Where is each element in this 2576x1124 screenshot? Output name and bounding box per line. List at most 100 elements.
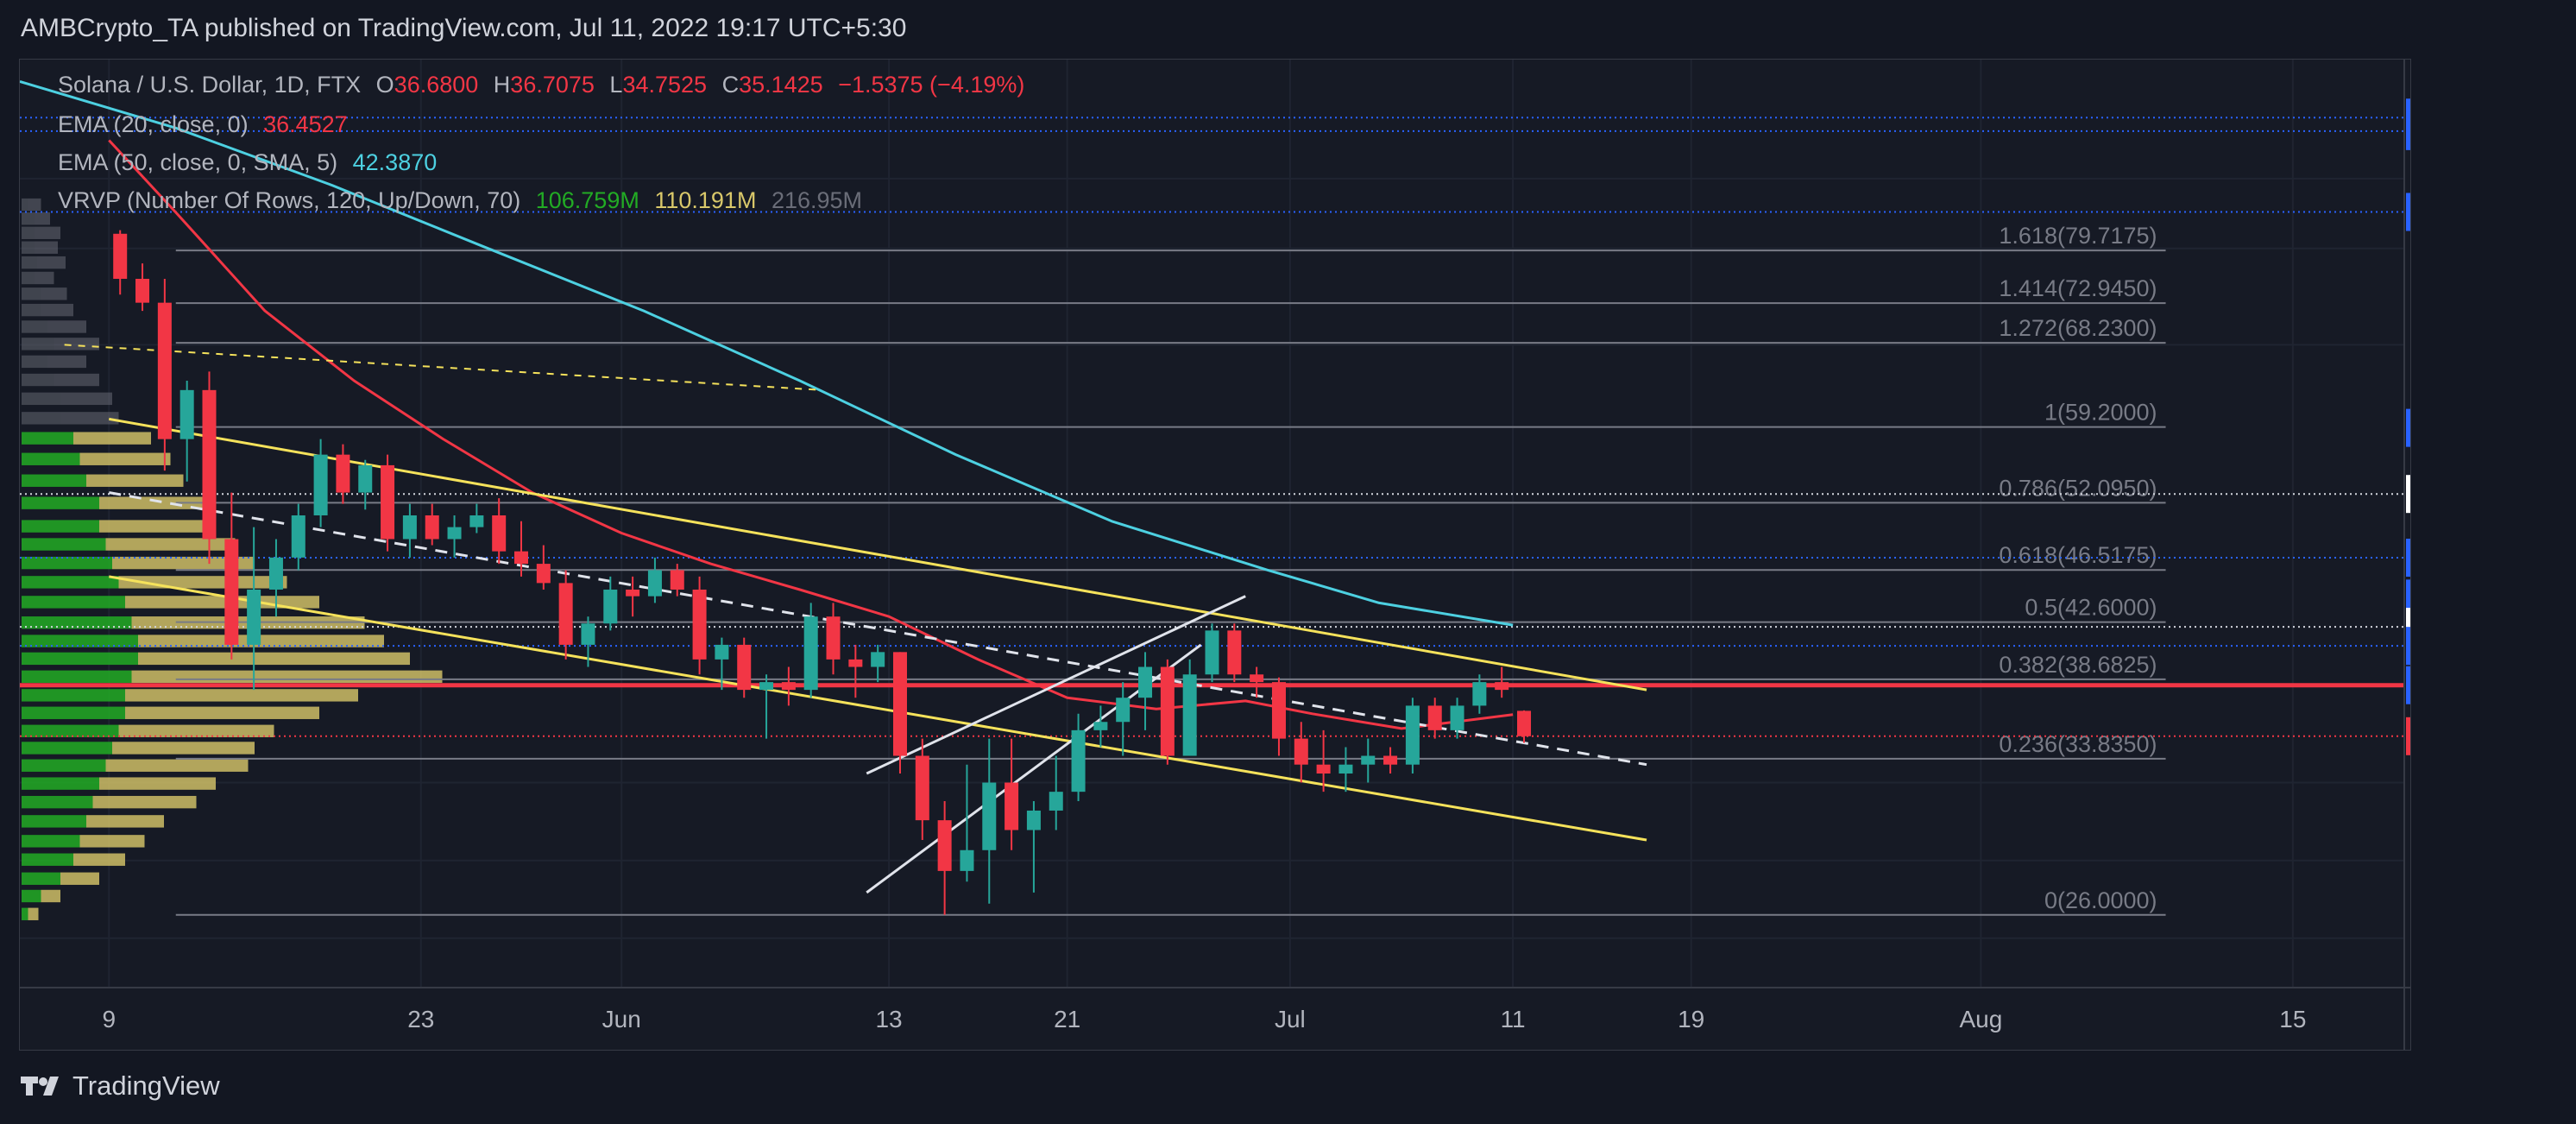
candle-body [492, 515, 507, 552]
volume-profile-up-bar [22, 777, 99, 790]
tradingview-logo[interactable]: TradingView [21, 1070, 220, 1102]
legend-close-value: 35.1425 [739, 72, 823, 98]
volume-profile-down-bar [47, 320, 86, 333]
price-tag-box [2406, 111, 2410, 150]
legend-open-label: O [375, 72, 394, 98]
candle-body [1427, 705, 1442, 730]
volume-profile-up-bar [22, 795, 93, 809]
legend-vrvp-down: 110.191M [654, 187, 757, 213]
candle-body [982, 782, 997, 850]
legend-close-label: C [721, 72, 740, 98]
ema20-line [108, 139, 1514, 730]
candle-body [603, 589, 618, 624]
candle-body [1383, 755, 1398, 765]
time-axis-label: Jul [1275, 1006, 1306, 1032]
volume-profile-down-bar [54, 338, 99, 350]
candle-body [1049, 792, 1063, 811]
candle-body [759, 682, 774, 691]
candle-body [180, 389, 194, 439]
volume-profile-up-bar [22, 241, 35, 254]
candle-body [425, 515, 439, 540]
trendline [64, 344, 822, 391]
legend-vrvp-label: VRVP (Number Of Rows, 120, Up/Down, 70) [58, 187, 521, 213]
legend-symbol[interactable]: Solana / U.S. Dollar, 1D, FTX [58, 72, 362, 98]
candle-body [268, 557, 283, 590]
volume-profile-down-bar [35, 241, 58, 254]
legend-low-label: L [609, 72, 623, 98]
legend-open-value: 36.6800 [394, 72, 479, 98]
candle-body [1182, 674, 1197, 756]
legend-ema20-row[interactable]: EMA (20, close, 0) 36.4527 [58, 111, 356, 138]
time-axis-label: Jun [602, 1006, 641, 1032]
volume-profile-down-bar [47, 355, 86, 369]
legend-high-label: H [493, 72, 511, 98]
volume-profile-down-bar [138, 652, 410, 666]
candle-body [1026, 810, 1041, 830]
time-axis-label: 15 [2279, 1006, 2306, 1032]
price-tag-box [2406, 539, 2410, 578]
candle-body [581, 623, 595, 645]
candle-body [626, 589, 640, 597]
volume-profile-down-bar [105, 759, 249, 772]
volume-profile-down-bar [35, 226, 60, 239]
price-tag-box [2406, 579, 2410, 618]
volume-profile-down-bar [125, 706, 319, 719]
tradingview-logo-icon [21, 1077, 59, 1096]
candle-body [558, 583, 573, 645]
volume-profile-down-bar [60, 392, 112, 406]
price-tag-box [2406, 666, 2410, 704]
candle-body [1093, 722, 1108, 730]
candle-body [224, 539, 239, 645]
candle-body [1205, 630, 1219, 675]
volume-profile-down-bar [79, 452, 171, 465]
volume-profile-up-bar [22, 392, 60, 406]
volume-profile-up-bar [22, 412, 60, 425]
volume-profile-up-bar [22, 689, 125, 702]
candle-body [937, 820, 952, 871]
legend-vrvp-row[interactable]: VRVP (Number Of Rows, 120, Up/Down, 70) … [58, 187, 871, 214]
candle-body [915, 755, 929, 821]
fib-level-label: 0.236(33.8350) [1999, 731, 2157, 757]
volume-profile-down-bar [35, 212, 50, 225]
time-axis-label: 23 [407, 1006, 434, 1032]
price-chart[interactable]: 1.618(79.7175) 1.414(72.9450) 1.272(68.230… [20, 60, 2410, 1050]
candle-body [737, 644, 752, 691]
candle-body [1071, 729, 1086, 792]
fib-level-label: 1(59.2000) [2044, 400, 2157, 426]
volume-profile-down-bar [112, 556, 255, 570]
candle-body [871, 652, 885, 667]
volume-profile-down-bar [60, 412, 119, 425]
volume-profile-up-bar [22, 338, 54, 350]
price-tag-box [2406, 627, 2410, 666]
volume-profile-down-bar [131, 670, 443, 683]
volume-profile-up-bar [22, 373, 54, 387]
volume-profile-down-bar [112, 742, 255, 755]
fib-level-label: 0.382(38.6825) [1999, 652, 2157, 678]
candle-body [1361, 755, 1376, 765]
volume-profile-up-bar [22, 706, 125, 719]
legend-ema50-row[interactable]: EMA (50, close, 0, SMA, 5) 42.3870 [58, 149, 445, 176]
candle-body [1316, 764, 1331, 774]
volume-profile-up-bar [22, 853, 73, 866]
candle-body [715, 644, 729, 660]
chart-pane[interactable]: 1.618(79.7175) 1.414(72.9450) 1.272(68.230… [19, 59, 2411, 1051]
volume-profile-up-bar [22, 303, 41, 317]
volume-profile-up-bar [22, 872, 60, 885]
candle-body [1138, 666, 1153, 698]
time-axis-label: 21 [1054, 1006, 1080, 1032]
candle-body [1338, 764, 1353, 774]
candle-body [536, 564, 551, 584]
volume-profile-up-bar [22, 815, 86, 828]
candle-body [1227, 630, 1242, 675]
time-axis-label: 9 [103, 1006, 117, 1032]
legend-ema20-value: 36.4527 [263, 111, 348, 137]
volume-profile-up-bar [22, 432, 73, 445]
volume-profile-down-bar [99, 777, 216, 790]
candle-body [692, 589, 707, 660]
candle-body [826, 616, 841, 660]
trendline [109, 575, 1647, 842]
volume-profile-down-bar [28, 198, 41, 212]
volume-profile-up-bar [22, 835, 80, 848]
candle-body [670, 570, 684, 590]
volume-profile-up-bar [22, 724, 119, 737]
